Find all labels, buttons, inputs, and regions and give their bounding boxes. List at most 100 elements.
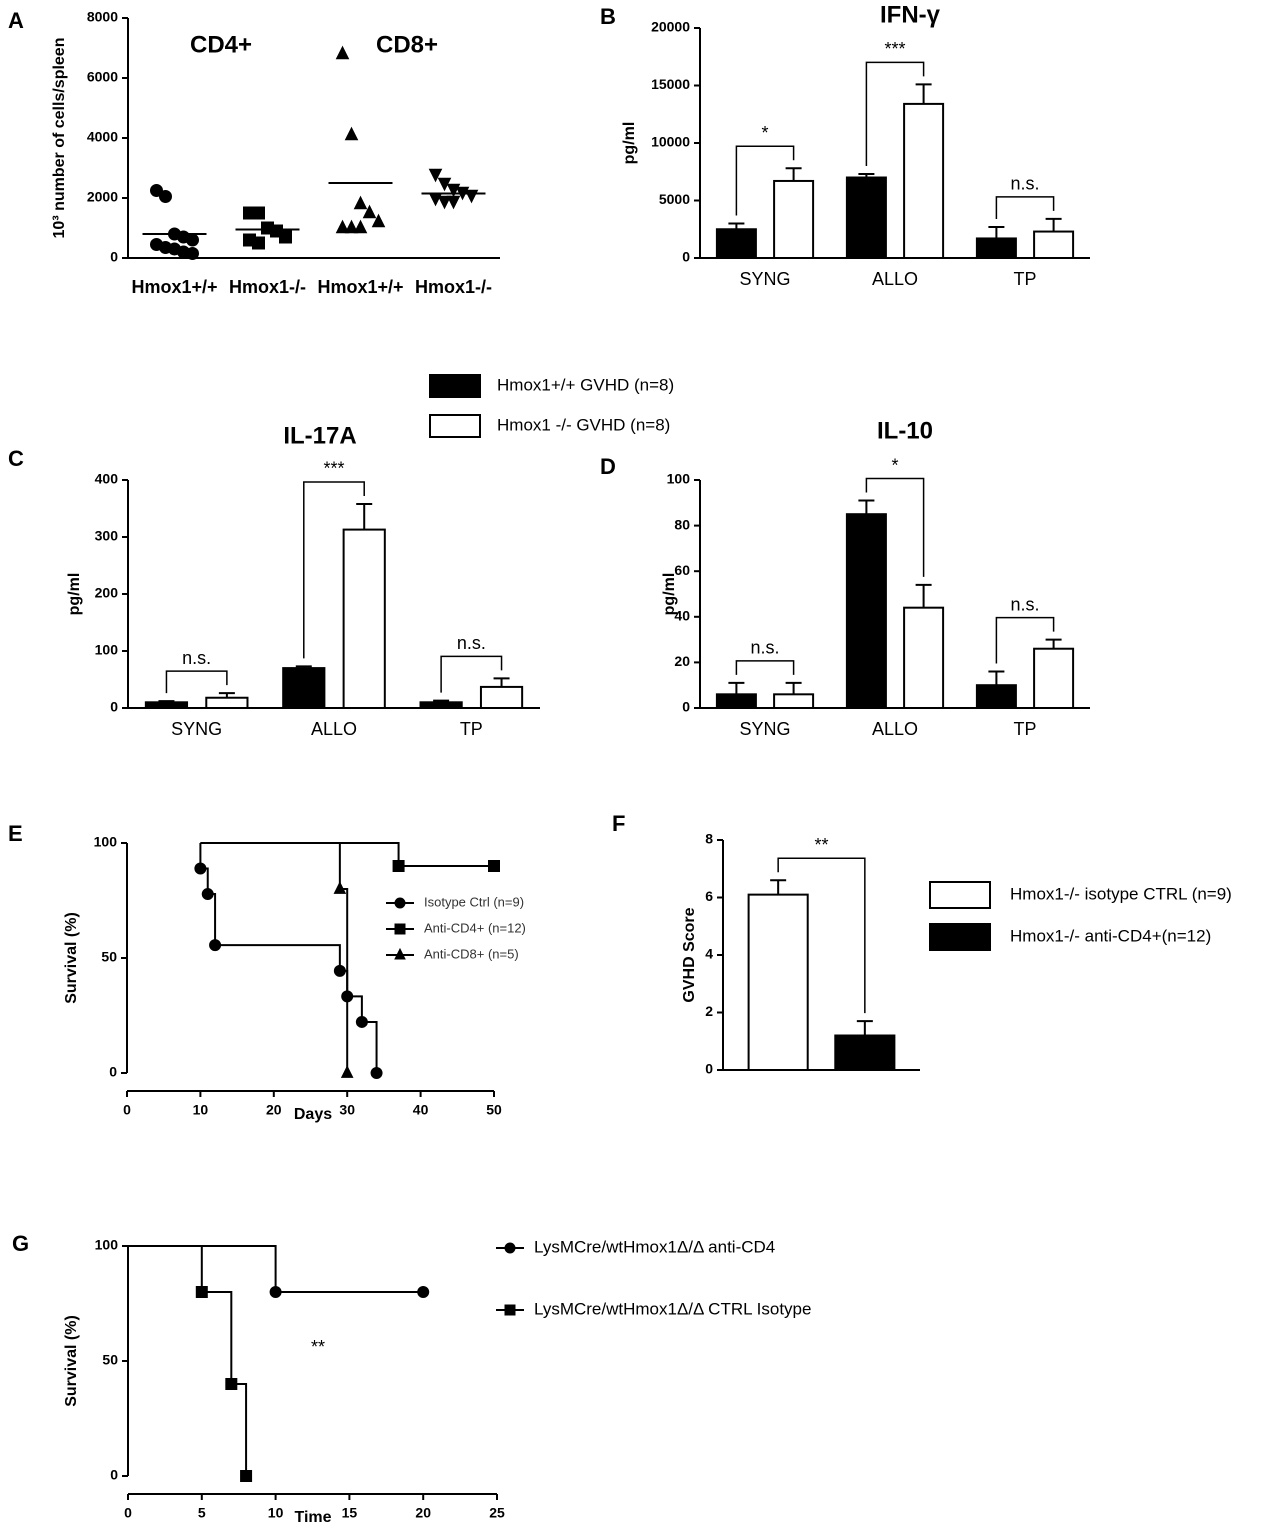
error-bar — [785, 167, 802, 181]
x-tick-label: SYNG — [739, 719, 790, 739]
x-tick-label: SYNG — [171, 719, 222, 739]
legend-label: Anti-CD8+ (n=5) — [424, 946, 519, 961]
data-point — [279, 230, 292, 244]
error-bar — [858, 499, 875, 515]
significance-label: *** — [884, 39, 905, 59]
y-tick-label: 4000 — [87, 129, 118, 145]
error-bar — [218, 692, 235, 698]
data-point — [437, 195, 452, 210]
panel-label: B — [600, 4, 616, 29]
x-tick-label: 25 — [489, 1505, 505, 1521]
bar — [342, 528, 386, 710]
error-bar — [356, 502, 373, 530]
x-tick-label: SYNG — [739, 269, 790, 289]
x-tick-label: 0 — [123, 1102, 131, 1118]
x-tick-label: TP — [1013, 719, 1036, 739]
survival-marker — [333, 881, 347, 894]
y-tick-label: 6 — [705, 888, 713, 904]
error-bar — [770, 879, 787, 895]
survival-marker — [340, 1065, 354, 1078]
bar — [903, 102, 945, 260]
y-axis-label: GVHD Score — [681, 907, 698, 1002]
significance-label: *** — [323, 459, 344, 479]
survival-marker — [417, 1286, 430, 1298]
data-point — [252, 206, 265, 220]
legend-swatch — [929, 923, 991, 951]
error-bar — [988, 225, 1005, 239]
y-tick-label: 2000 — [87, 189, 118, 205]
y-tick-label: 400 — [95, 471, 119, 487]
significance-bracket — [165, 670, 228, 694]
y-tick-label: 0 — [705, 1061, 713, 1077]
error-bar — [728, 222, 745, 230]
y-tick-label: 60 — [674, 562, 690, 578]
legend-label: LysMCre/wtHmox1Δ/Δ CTRL Isotype — [534, 1299, 811, 1318]
y-tick-label: 100 — [95, 1237, 119, 1253]
error-bar — [858, 173, 875, 178]
panel-label: G — [12, 1231, 29, 1256]
bar — [845, 513, 887, 710]
data-point — [252, 236, 265, 250]
significance-label: n.s. — [1010, 594, 1039, 614]
error-bar — [785, 681, 802, 695]
bar — [975, 684, 1017, 710]
panel-label: D — [600, 454, 616, 479]
x-tick-label: Hmox1-/- — [229, 277, 306, 297]
legend-label: Hmox1-/- anti-CD4+(n=12) — [1010, 926, 1211, 945]
y-tick-label: 40 — [674, 608, 690, 624]
y-tick-label: 80 — [674, 516, 690, 532]
x-tick-label: 20 — [415, 1505, 431, 1521]
survival-line — [200, 842, 494, 867]
legend-label: LysMCre/wtHmox1Δ/Δ anti-CD4 — [534, 1237, 775, 1256]
bar — [715, 228, 757, 259]
x-tick-label: 15 — [342, 1505, 358, 1521]
survival-line — [199, 843, 378, 1073]
data-point — [335, 219, 350, 234]
error-bar — [856, 1020, 873, 1036]
data-point — [186, 233, 199, 247]
y-tick-label: 8000 — [87, 9, 118, 25]
data-point — [344, 126, 359, 141]
bar — [845, 176, 887, 259]
panel-label: A — [8, 8, 24, 33]
significance-label: n.s. — [750, 638, 779, 658]
significance-bracket — [995, 616, 1055, 664]
y-tick-label: 0 — [110, 249, 118, 265]
chart-title: IFN-γ — [880, 1, 941, 28]
bar — [747, 893, 809, 1071]
survival-marker — [194, 862, 207, 875]
significance-label: n.s. — [457, 633, 486, 653]
y-axis-label: Survival (%) — [63, 1315, 80, 1407]
y-tick-label: 8 — [705, 831, 713, 847]
error-bar — [295, 665, 312, 669]
legend-label: Isotype Ctrl (n=9) — [424, 894, 524, 909]
x-axis-label: Days — [294, 1106, 332, 1123]
bar — [144, 701, 189, 709]
y-axis-label: pg/ml — [66, 573, 83, 616]
significance-label: * — [761, 123, 768, 143]
survival-line — [128, 1245, 424, 1293]
significance-label: * — [891, 455, 898, 475]
x-tick-label: 5 — [198, 1505, 206, 1521]
y-axis-label: pg/ml — [661, 573, 678, 616]
significance-label: ** — [814, 835, 828, 855]
survival-marker — [392, 860, 405, 872]
survival-marker — [355, 1015, 368, 1028]
data-point — [371, 213, 386, 228]
legend-label: Hmox1 -/- GVHD (n=8) — [497, 415, 670, 434]
data-point — [150, 184, 163, 197]
x-tick-label: Hmox1+/+ — [317, 277, 403, 297]
y-tick-label: 0 — [682, 249, 690, 265]
bar — [773, 693, 815, 710]
data-point — [353, 219, 368, 234]
panel-label: E — [8, 821, 23, 846]
survival-marker — [240, 1470, 253, 1482]
survival-marker — [269, 1286, 282, 1298]
bar — [903, 606, 945, 709]
x-tick-label: 30 — [339, 1102, 355, 1118]
bar — [419, 701, 463, 709]
legend-marker — [504, 1304, 516, 1316]
x-tick-label: ALLO — [872, 269, 918, 289]
y-tick-label: 15000 — [651, 76, 690, 92]
